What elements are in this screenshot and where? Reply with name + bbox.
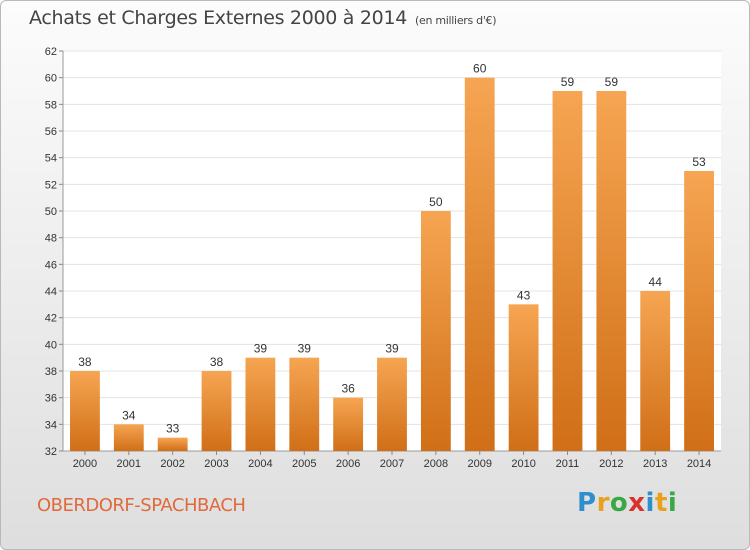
chart-title: Achats et Charges Externes 2000 à 2014 (e… — [29, 7, 497, 29]
y-tick-label: 42 — [45, 313, 57, 325]
y-tick-label: 48 — [45, 233, 57, 245]
y-tick-label: 62 — [45, 46, 57, 58]
x-tick-label: 2000 — [73, 458, 97, 470]
y-tick-label: 34 — [45, 419, 57, 431]
x-tick-label: 2005 — [292, 458, 316, 470]
y-tick-label: 38 — [45, 366, 57, 378]
x-tick-label: 2011 — [556, 458, 580, 470]
bar-2014 — [684, 171, 714, 451]
y-tick-label: 50 — [45, 206, 57, 218]
bar-value-label: 39 — [298, 342, 312, 356]
bar-value-label: 43 — [517, 288, 531, 302]
bar-2007 — [377, 357, 407, 451]
x-tick-label: 2012 — [599, 458, 623, 470]
bar-2011 — [552, 91, 583, 451]
bar-value-label: 59 — [561, 75, 575, 89]
bar-2003 — [201, 371, 232, 451]
bar-value-label: 39 — [254, 342, 268, 356]
y-tick-label: 58 — [45, 99, 57, 111]
bar-2010 — [508, 304, 539, 451]
x-tick-label: 2010 — [511, 458, 535, 470]
bar-value-label: 44 — [649, 275, 663, 289]
bar-value-label: 36 — [341, 382, 355, 396]
x-tick-label: 2007 — [380, 458, 404, 470]
bar-value-label: 38 — [78, 355, 92, 369]
bar-value-label: 53 — [692, 155, 706, 169]
y-tick-label: 46 — [45, 259, 57, 271]
bar-2008 — [420, 211, 451, 451]
bar-2002 — [157, 437, 188, 451]
x-tick-label: 2003 — [204, 458, 228, 470]
chart-unit: (en milliers d'€) — [415, 14, 497, 27]
bar-2004 — [245, 357, 276, 451]
x-tick-label: 2014 — [687, 458, 711, 470]
y-tick-label: 32 — [45, 446, 57, 458]
bar-value-label: 39 — [385, 342, 399, 356]
y-tick-label: 40 — [45, 339, 57, 351]
bar-value-label: 59 — [605, 75, 619, 89]
bar-2009 — [464, 77, 495, 452]
x-tick-label: 2001 — [117, 458, 141, 470]
bar-2012 — [596, 91, 627, 451]
x-tick-label: 2008 — [424, 458, 448, 470]
bar-value-label: 38 — [210, 355, 224, 369]
bar-2000 — [70, 371, 100, 451]
bar-value-label: 60 — [473, 62, 487, 76]
bar-2013 — [640, 291, 671, 451]
bar-2001 — [113, 424, 144, 451]
x-tick-label: 2009 — [467, 458, 491, 470]
y-tick-label: 52 — [45, 179, 57, 191]
y-tick-label: 36 — [45, 393, 57, 405]
y-tick-label: 44 — [45, 286, 57, 298]
proxiti-logo: Proxiti — [577, 488, 678, 518]
x-tick-label: 2013 — [643, 458, 667, 470]
y-tick-label: 54 — [45, 153, 57, 165]
bar-value-label: 50 — [429, 195, 443, 209]
x-tick-label: 2006 — [336, 458, 360, 470]
commune-name: OBERDORF-SPACHBACH — [37, 495, 246, 516]
x-tick-label: 2004 — [248, 458, 272, 470]
x-tick-label: 2002 — [160, 458, 184, 470]
bar-2006 — [333, 397, 364, 451]
bar-value-label: 34 — [122, 408, 136, 422]
bar-2005 — [289, 357, 320, 451]
y-tick-label: 60 — [45, 73, 57, 85]
y-tick-label: 56 — [45, 126, 57, 138]
chart-title-text: Achats et Charges Externes 2000 à 2014 — [29, 7, 408, 29]
bar-value-label: 33 — [166, 422, 180, 436]
